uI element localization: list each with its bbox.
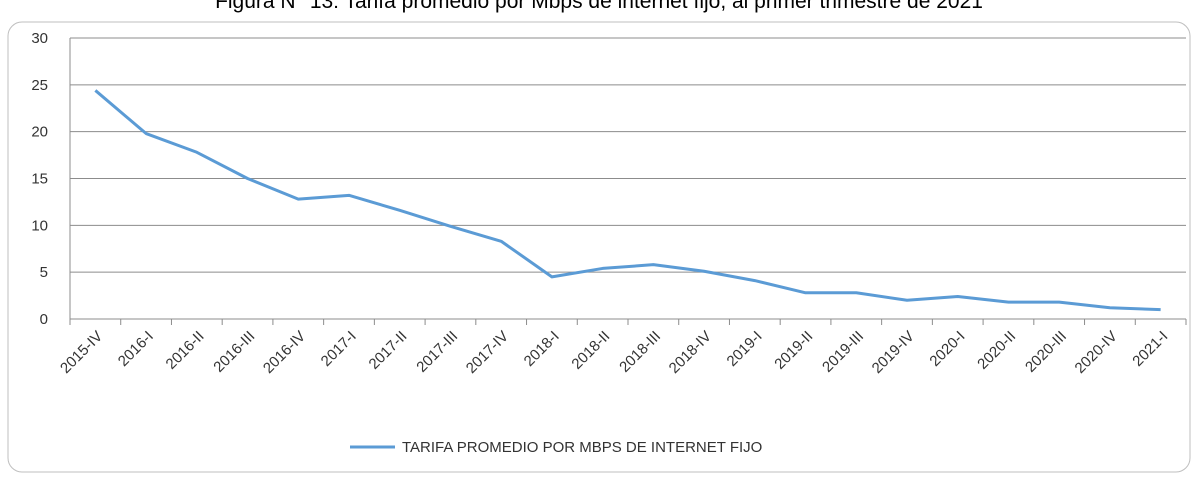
y-tick-label: 20 <box>31 124 48 141</box>
chart-frame <box>7 21 1191 473</box>
data-line <box>94 89 1161 312</box>
y-tick-label: 25 <box>31 77 48 94</box>
y-tick-label: 0 <box>40 311 48 328</box>
y-tick-label: 15 <box>31 171 48 188</box>
legend-label: TARIFA PROMEDIO POR MBPS DE INTERNET FIJ… <box>402 439 762 456</box>
y-tick-label: 30 <box>31 30 48 47</box>
y-tick-label: 5 <box>40 264 48 281</box>
chart-title: Figura N° 13: Tarifa promedio por Mbps d… <box>215 0 983 13</box>
y-tick-label: 10 <box>31 217 48 234</box>
